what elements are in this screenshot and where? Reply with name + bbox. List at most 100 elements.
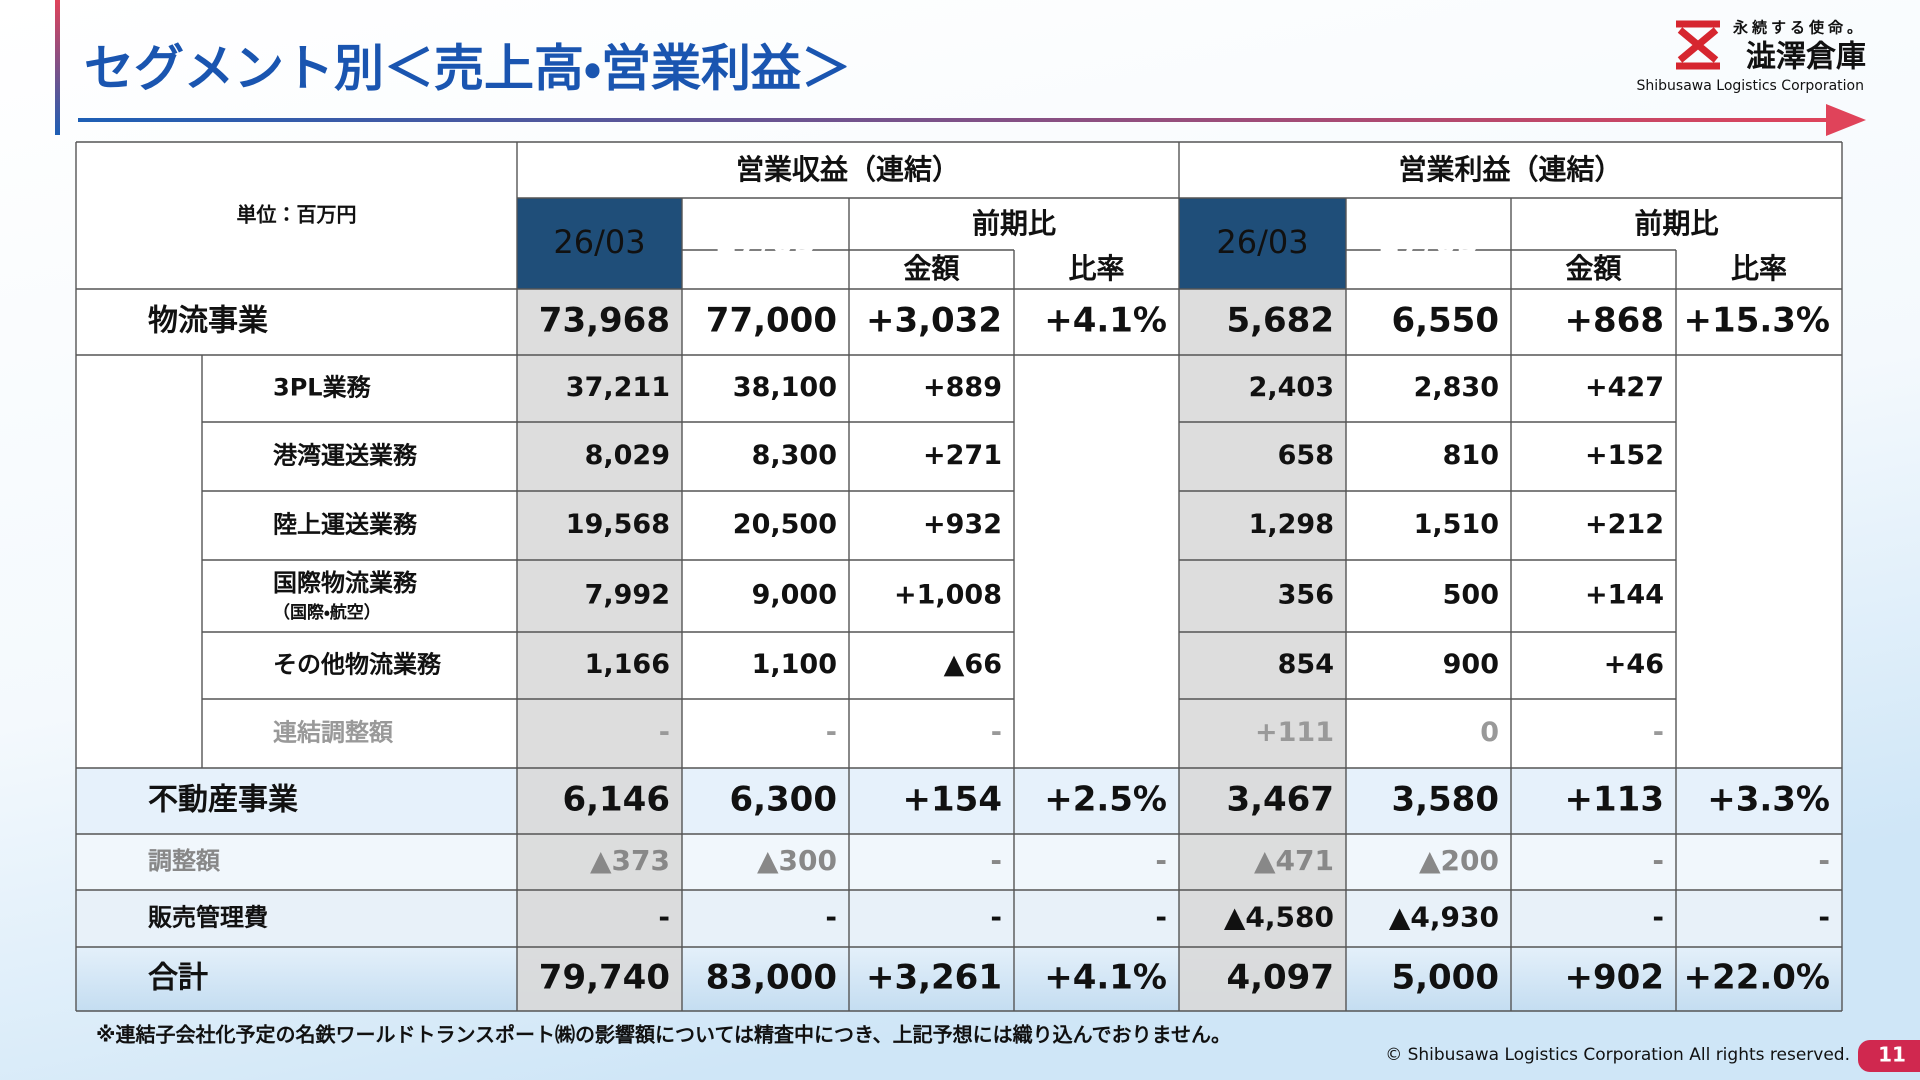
cell: 19,568 [566,509,670,540]
row-label: 不動産事業 [148,783,298,818]
row-label: 物流事業 [148,304,268,339]
cell: +22.0% [1684,958,1830,998]
cell: 1,298 [1249,509,1334,540]
comparison-header: 前期比 [1634,207,1718,240]
cell: ▲4,580 [1224,901,1334,934]
logo-english: Shibusawa Logistics Corporation [1637,78,1864,94]
cell: +4.1% [1044,301,1167,341]
rule-arrow [1826,104,1866,136]
amount-header: 金額 [1565,252,1622,285]
cell: +902 [1565,958,1664,998]
cell: 900 [1443,649,1499,680]
cell: 79,740 [539,958,670,998]
cell: +152 [1585,440,1664,471]
cell: - [826,717,837,748]
cell: - [1818,901,1830,934]
cell: 0 [1480,717,1499,748]
row-bg [76,890,1842,947]
subrow-label: 連結調整額 [273,719,394,747]
subrow-label: 陸上運送業務 [273,511,418,539]
cell: - [658,901,670,934]
cell: 5,000 [1391,958,1499,998]
cell: +154 [903,780,1002,820]
title-rule [78,118,1848,122]
cell: +2.5% [1044,780,1167,820]
page-badge [1858,1040,1920,1072]
group-header: 営業収益（連結） [736,153,960,186]
cell: 8,029 [585,440,670,471]
subrow-label: 3PL業務 [273,374,372,402]
cell: - [990,901,1002,934]
cell: - [659,717,670,748]
cell: +113 [1565,780,1664,820]
logo-name: 澁澤倉庫 [1746,40,1866,75]
logo: 永続する使命。 澁澤倉庫 Shibusawa Logistics Corpora… [1637,19,1866,95]
cell: +3.3% [1707,780,1830,820]
cell: +271 [923,440,1002,471]
cell: 77,000 [706,301,837,341]
footnote: ※連結子会社化予定の名鉄ワールドトランスポート㈱の影響額については精査中につき、… [96,1023,1231,1047]
cell: +111 [1255,717,1334,748]
cell: 20,500 [733,509,837,540]
logo-mark [1676,20,1720,70]
cell: +212 [1585,509,1664,540]
ratio-header: 比率 [1731,252,1787,285]
copyright: © Shibusawa Logistics Corporation All ri… [1385,1045,1850,1065]
cell: - [1653,717,1664,748]
header-highlight [517,198,682,289]
row-bg [76,834,1842,890]
unit-label: 単位：百万円 [237,203,357,227]
cell: 4,097 [1226,958,1334,998]
cell: +3,032 [866,301,1002,341]
cell: 658 [1278,440,1334,471]
cell: ▲300 [757,844,837,877]
cell: - [991,717,1002,748]
cell: - [1155,844,1167,877]
cell: +868 [1565,301,1664,341]
row-bg [76,768,1842,834]
cell: +1,008 [894,580,1002,611]
cell: - [1652,901,1664,934]
subrow-sublabel: （国際・航空） [273,602,381,623]
cell: +427 [1585,372,1664,403]
cell: +15.3% [1684,301,1830,341]
cell: 37,211 [566,372,670,403]
cell: +3,261 [866,958,1002,998]
cell: 2,403 [1249,372,1334,403]
subrow-label: 国際物流業務 [273,569,418,597]
cell: 38,100 [733,372,837,403]
cell: 3,580 [1391,780,1499,820]
cell: 2,830 [1414,372,1499,403]
cell: ▲66 [944,649,1002,680]
cell: 5,682 [1226,301,1334,341]
cell: 73,968 [539,301,670,341]
cell: 83,000 [706,958,837,998]
row-label: 調整額 [148,847,221,875]
cell: 810 [1443,440,1499,471]
cell: ▲4,930 [1389,901,1499,934]
grid [75,141,1843,1012]
cell: +932 [923,509,1002,540]
cell: 7,992 [585,580,670,611]
cell: ▲471 [1254,844,1334,877]
cell: 8,300 [752,440,837,471]
ratio-header: 比率 [1068,252,1124,285]
row-label: 合計 [148,961,208,996]
cell: 1,510 [1414,509,1499,540]
cell: - [1155,901,1167,934]
cell: 1,100 [752,649,837,680]
cell: 854 [1278,649,1334,680]
period-header: 26/03 [1216,223,1308,261]
cell: +46 [1604,649,1664,680]
period-header: 27/03 [1378,223,1479,261]
accent-bar [55,0,60,135]
subrow-label: 港湾運送業務 [273,442,418,470]
slide-title: セグメント別＜売上高・営業利益＞ [84,40,851,98]
subrow-label: その他物流業務 [273,651,442,679]
cell: ▲373 [590,844,670,877]
cell: 9,000 [752,580,837,611]
cell: - [990,844,1002,877]
